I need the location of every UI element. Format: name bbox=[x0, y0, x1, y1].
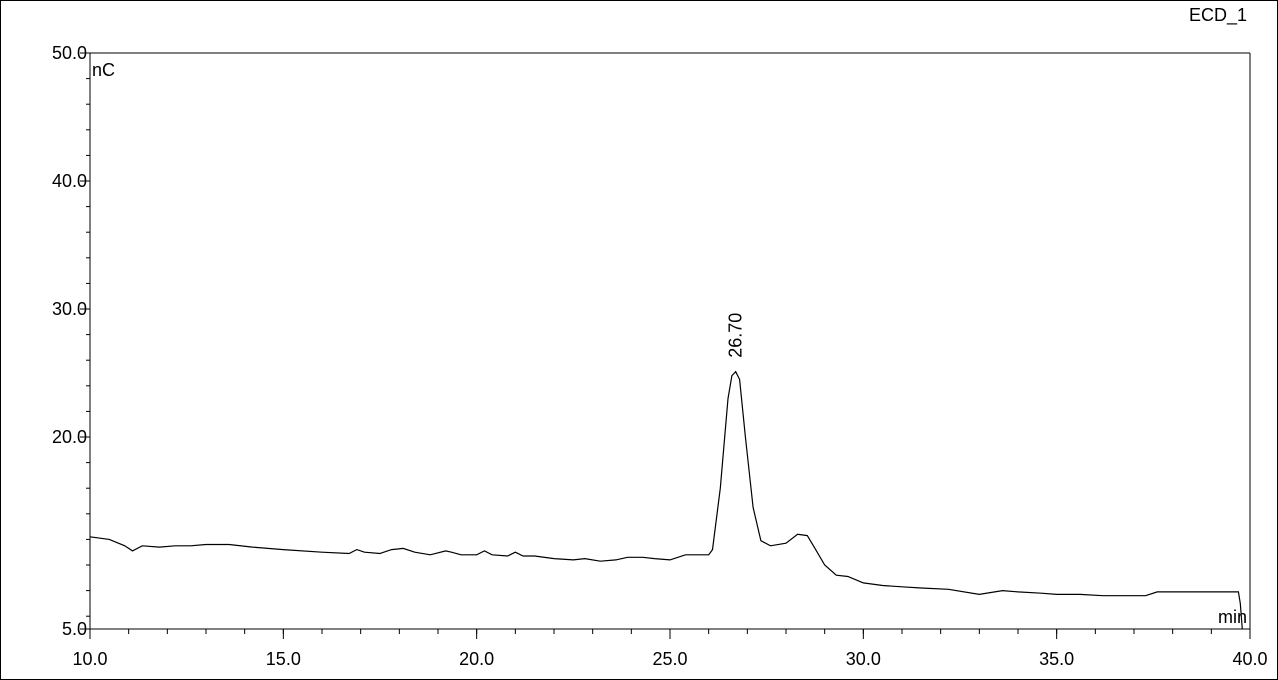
x-tick-label: 35.0 bbox=[1039, 649, 1074, 669]
channel-label: ECD_1 bbox=[1189, 5, 1247, 26]
x-axis-unit-label: min bbox=[1218, 607, 1247, 627]
x-tick-label: 30.0 bbox=[846, 649, 881, 669]
y-tick-label: 20.0 bbox=[52, 427, 87, 447]
x-tick-label: 15.0 bbox=[266, 649, 301, 669]
y-tick-label: 30.0 bbox=[52, 299, 87, 319]
y-axis-unit-label: nC bbox=[92, 60, 115, 80]
plot-area: 26.70 bbox=[89, 313, 1243, 630]
chromatogram-trace bbox=[89, 370, 1243, 630]
y-tick-label: 5.0 bbox=[62, 619, 87, 639]
peak-label: 26.70 bbox=[726, 313, 746, 358]
x-axis: 10.0 15.0 20.0 25.0 30.0 35.0 40.0 bbox=[72, 53, 1268, 669]
x-tick-label: 40.0 bbox=[1232, 649, 1267, 669]
y-tick-label: 40.0 bbox=[52, 171, 87, 191]
x-tick-label: 20.0 bbox=[459, 649, 494, 669]
x-tick-label: 25.0 bbox=[652, 649, 687, 669]
y-tick-label: 50.0 bbox=[52, 43, 87, 63]
x-tick-label: 10.0 bbox=[72, 649, 107, 669]
y-axis: 5.0 20.0 30.0 40.0 50.0 bbox=[52, 43, 1250, 639]
